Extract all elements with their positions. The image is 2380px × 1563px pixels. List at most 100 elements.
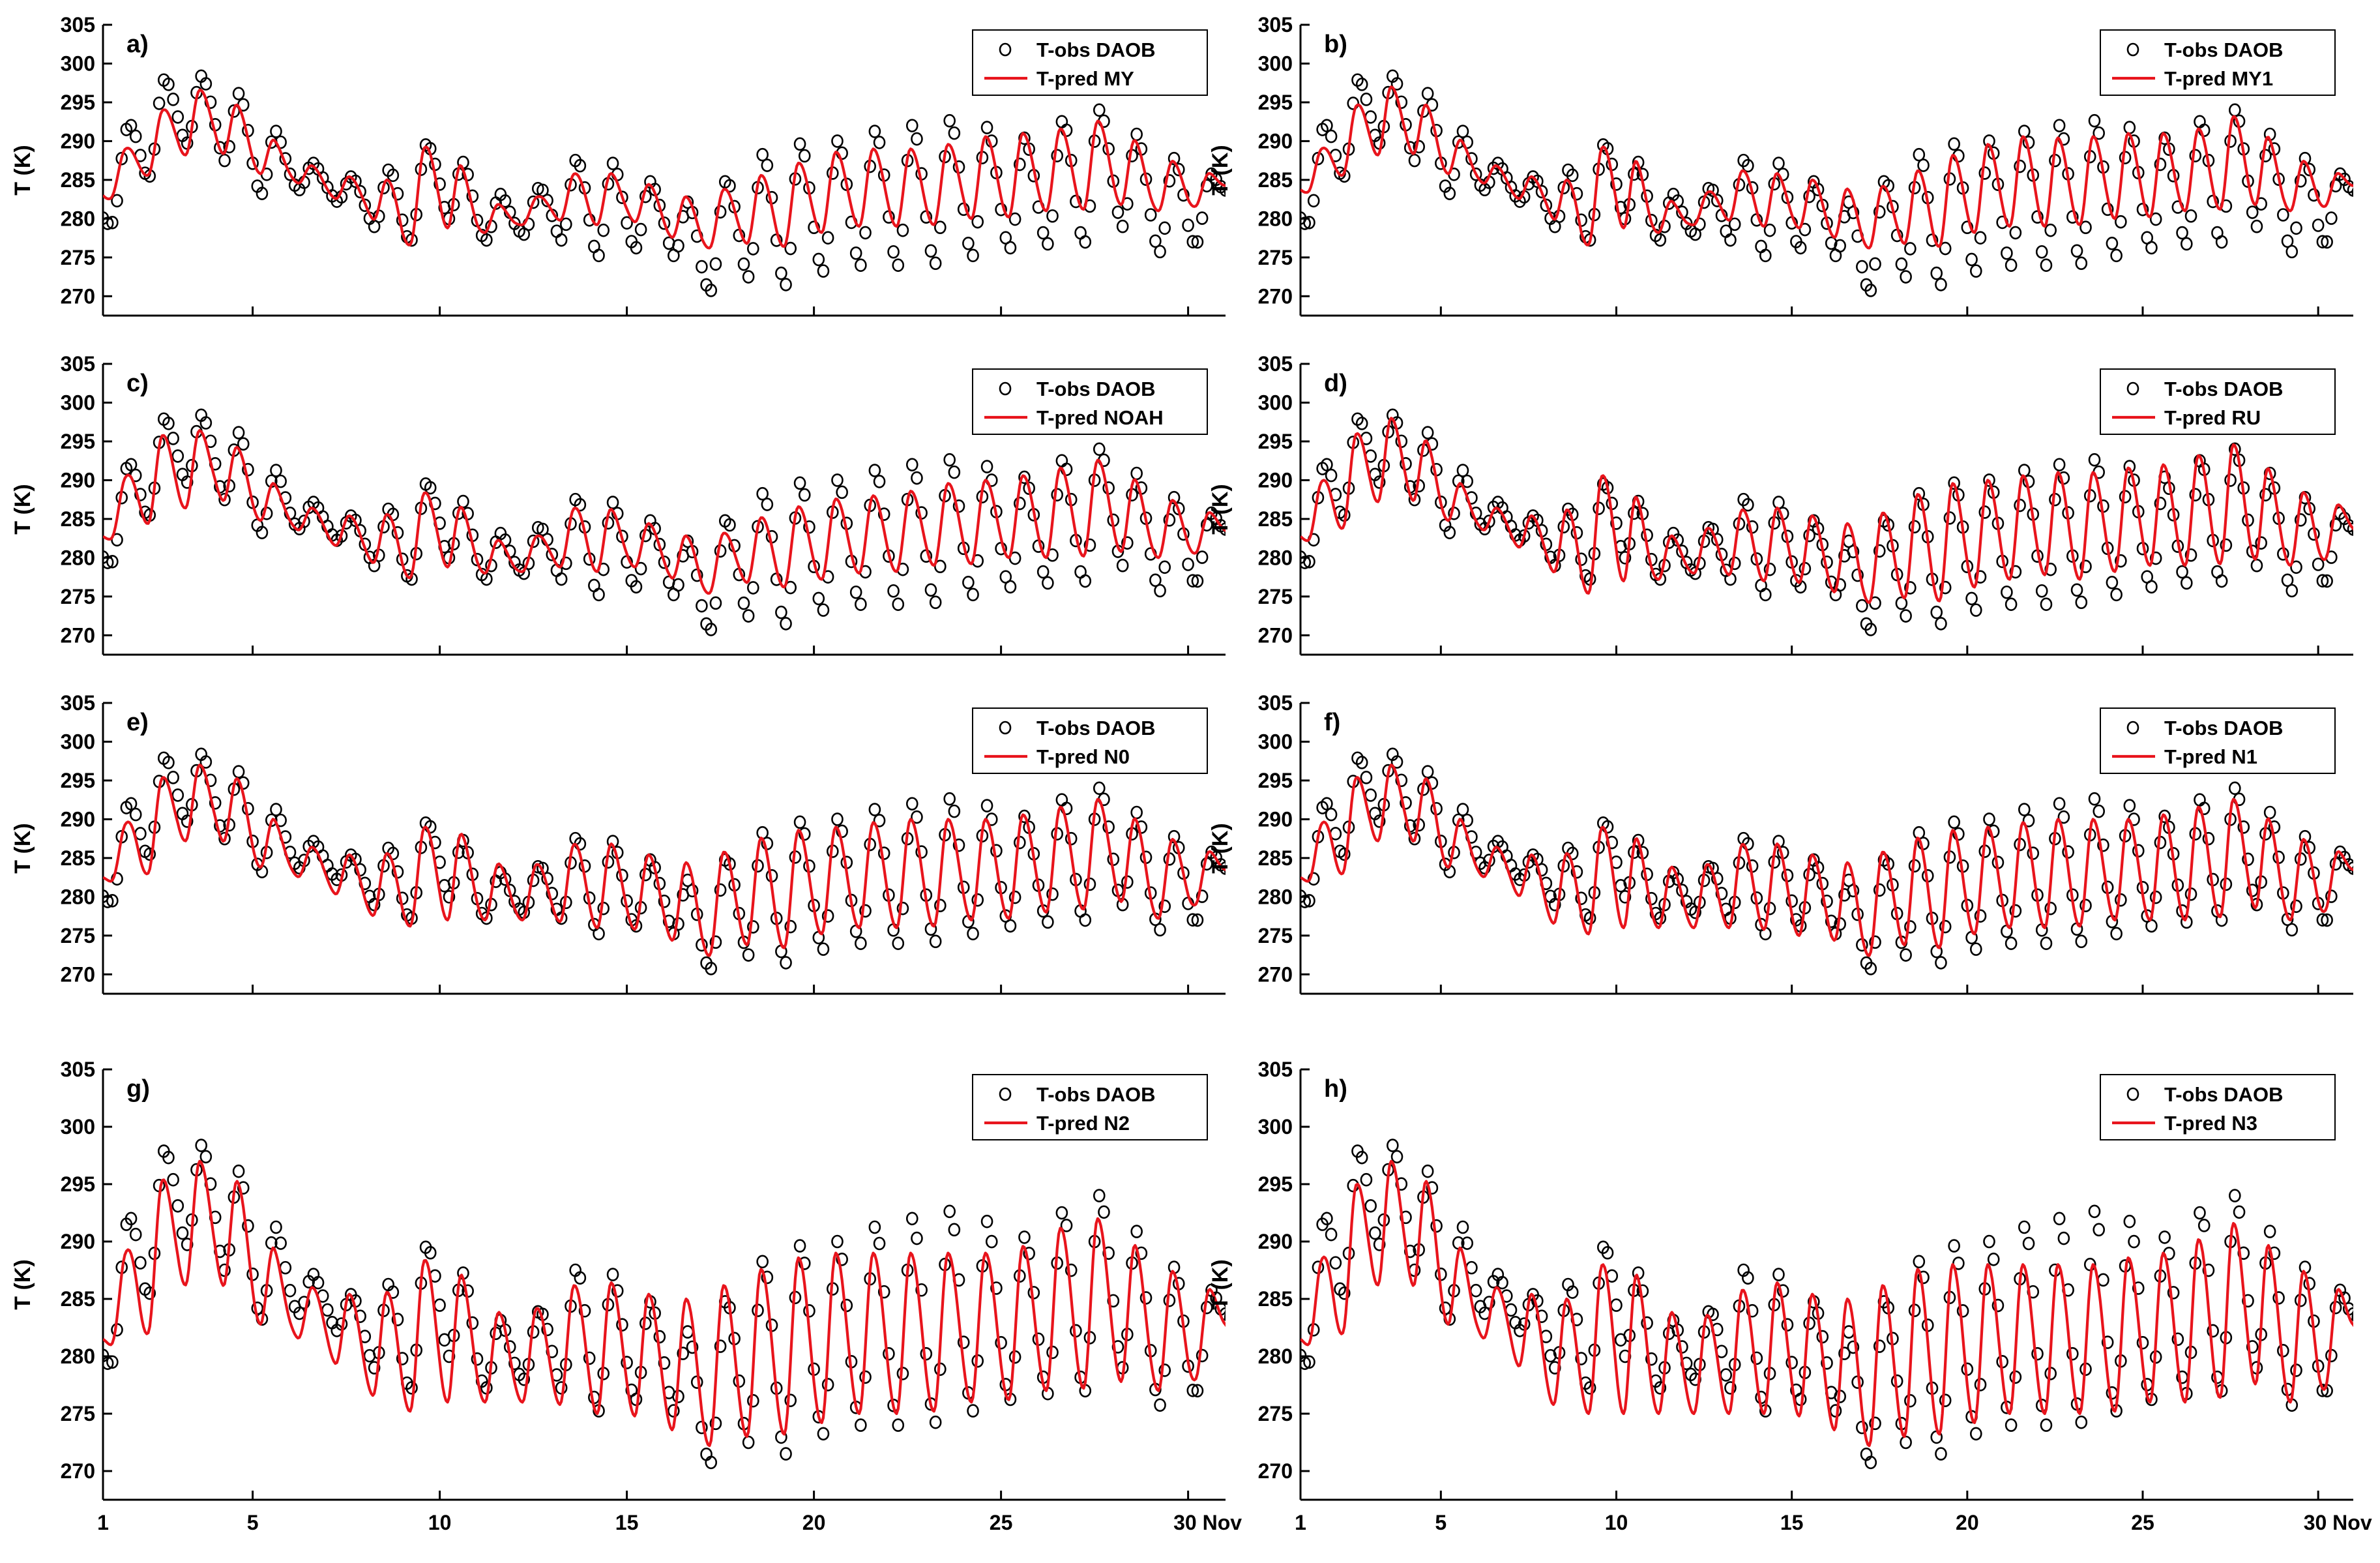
- obs-point-d-229: [2299, 490, 2312, 505]
- obs-point-d-109: [1772, 496, 1785, 509]
- y-tick-label-h-300: 300: [1258, 1115, 1293, 1139]
- legend-obs-label-c: T-obs DAOB: [1036, 378, 1156, 400]
- pred-line-c: [103, 429, 1226, 595]
- obs-point-a-194: [1004, 241, 1017, 255]
- obs-point-f-221: [2263, 805, 2276, 820]
- obs-point-h-158: [1987, 1253, 2000, 1266]
- obs-point-h-10: [1338, 1286, 1351, 1300]
- obs-point-b-138: [1900, 270, 1912, 284]
- y-tick-label-a-275: 275: [61, 246, 95, 269]
- obs-point-d-221: [2263, 466, 2276, 481]
- obs-point-b-7: [1325, 129, 1338, 143]
- obs-point-f-243: [2361, 855, 2372, 867]
- obs-point-e-29: [232, 765, 245, 779]
- x-tick-label-g-30: 30 Nov: [1173, 1511, 1242, 1534]
- obs-point-e-138: [742, 948, 755, 962]
- obs-point-a-4: [115, 151, 128, 166]
- obs-point-a-163: [859, 226, 872, 240]
- obs-point-c-120: [658, 555, 671, 569]
- y-tick-label-c-285: 285: [61, 507, 95, 531]
- obs-point-h-66: [1583, 1381, 1596, 1395]
- y-tick-label-f-300: 300: [1258, 730, 1293, 753]
- y-tick-label-c-270: 270: [61, 623, 95, 647]
- obs-point-b-149: [1948, 137, 1960, 151]
- observed-series-c: [103, 408, 1226, 636]
- obs-point-b-240: [2347, 183, 2353, 197]
- obs-point-b-114: [1794, 241, 1807, 255]
- obs-point-f-170: [2040, 936, 2053, 950]
- obs-point-h-21: [1387, 1139, 1399, 1152]
- x-tick-label-g-5: 5: [247, 1511, 259, 1534]
- obs-point-g-104: [583, 1351, 596, 1365]
- obs-point-b-194: [2145, 241, 2158, 255]
- obs-point-d-169: [2035, 584, 2048, 598]
- y-tick-label-g-280: 280: [61, 1345, 95, 1368]
- obs-point-a-55: [354, 185, 366, 199]
- obs-point-a-139: [747, 242, 759, 256]
- obs-point-b-230: [2303, 162, 2316, 177]
- obs-point-d-139: [1904, 581, 1917, 595]
- obs-point-h-124: [1838, 1347, 1851, 1360]
- obs-point-a-142: [761, 158, 774, 172]
- obs-point-a-23: [204, 95, 217, 110]
- obs-point-a-217: [1111, 205, 1124, 219]
- obs-point-h-70: [1601, 1245, 1614, 1260]
- obs-point-f-171: [2044, 901, 2057, 915]
- obs-point-f-194: [2145, 919, 2158, 933]
- y-tick-label-b-270: 270: [1258, 284, 1293, 308]
- obs-point-a-187: [971, 215, 984, 229]
- obs-point-d-220: [2259, 488, 2272, 502]
- y-axis-label-b: T (K): [1208, 145, 1233, 195]
- obs-point-a-226: [1154, 245, 1166, 259]
- obs-point-b-181: [2088, 113, 2101, 128]
- y-tick-label-c-300: 300: [61, 391, 95, 414]
- obs-point-f-154: [1969, 942, 1982, 956]
- obs-point-a-150: [798, 149, 811, 163]
- obs-point-h-98: [1724, 1381, 1737, 1395]
- obs-point-h-216: [2242, 1294, 2254, 1308]
- obs-point-a-86: [499, 194, 512, 208]
- obs-point-e-183: [952, 838, 965, 852]
- obs-point-h-122: [1829, 1404, 1842, 1418]
- obs-point-d-72: [1610, 516, 1623, 530]
- obs-point-d-130: [1864, 623, 1877, 636]
- obs-point-c-165: [868, 464, 881, 477]
- y-tick-label-d-285: 285: [1258, 507, 1293, 531]
- obs-point-g-38: [274, 1236, 287, 1250]
- obs-point-d-18: [1373, 475, 1386, 489]
- obs-point-c-174: [911, 471, 923, 485]
- obs-point-e-179: [934, 899, 947, 913]
- obs-point-h-38: [1461, 1236, 1474, 1250]
- obs-point-d-204: [2189, 488, 2202, 502]
- obs-point-b-242: [2357, 188, 2367, 200]
- obs-point-c-37: [270, 464, 282, 477]
- obs-point-a-132: [714, 205, 727, 219]
- obs-point-h-199: [2167, 1286, 2180, 1300]
- obs-point-f-63: [1570, 865, 1583, 879]
- obs-point-d-161: [2001, 585, 2013, 599]
- obs-point-h-166: [2022, 1236, 2035, 1251]
- y-tick-label-g-275: 275: [61, 1402, 95, 1425]
- obs-point-b-107: [1763, 223, 1776, 237]
- obs-point-g-163: [859, 1370, 872, 1384]
- obs-point-b-244: [2366, 151, 2376, 162]
- obs-point-d-202: [2180, 576, 2193, 590]
- obs-point-b-132: [1873, 205, 1886, 219]
- y-tick-label-a-270: 270: [61, 284, 95, 308]
- panel-c: 270 275 280 285 290 295 300 305 T (K) c) T-obs DAO…: [10, 352, 1226, 656]
- obs-point-a-173: [905, 119, 918, 132]
- obs-point-b-126: [1847, 205, 1860, 220]
- obs-point-h-206: [2197, 1219, 2211, 1232]
- obs-point-b-224: [2277, 208, 2289, 222]
- obs-point-h-174: [2057, 1231, 2070, 1245]
- obs-point-b-241: [2351, 187, 2353, 197]
- obs-point-h-222: [2268, 1246, 2281, 1260]
- obs-point-a-154: [817, 264, 830, 278]
- obs-point-b-146: [1935, 278, 1947, 291]
- obs-point-b-40: [1469, 167, 1482, 181]
- obs-point-a-234: [1191, 235, 1204, 249]
- panel-e: 270 275 280 285 290 295 300 305 T (K) e) T-obs DAO…: [10, 691, 1226, 995]
- obs-point-h-190: [2128, 1234, 2140, 1249]
- obs-point-a-56: [359, 198, 372, 213]
